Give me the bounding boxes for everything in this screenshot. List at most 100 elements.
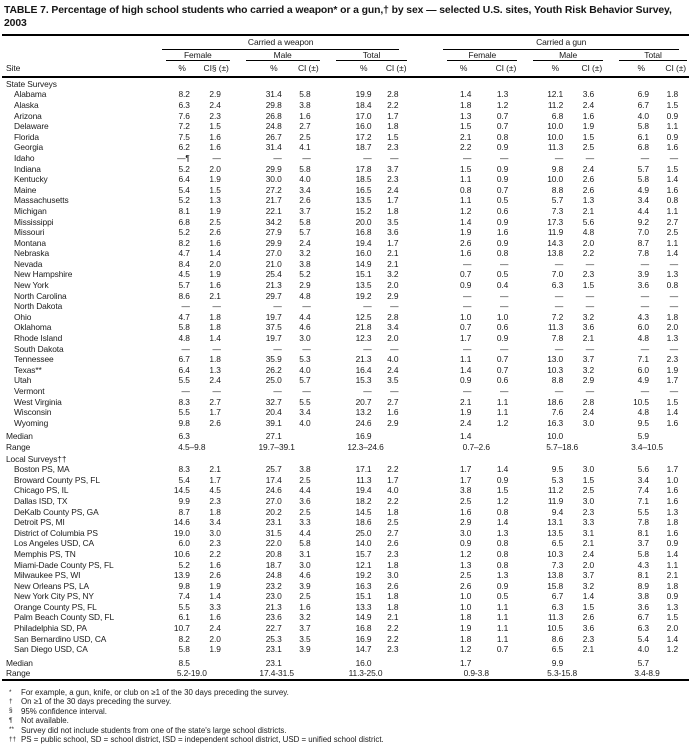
site-name: District of Columbia PS (14, 527, 98, 538)
ci-value: 0.9 (496, 474, 509, 485)
pct-value: 8.1 (637, 527, 649, 538)
table-row: Georgia 6.2 1.6 31.4 4.1 18.7 2.3 2.2 0.9 11.3 2.5… (2, 142, 689, 153)
ci-value: 1.6 (582, 110, 595, 121)
ci-value: 1.5 (209, 121, 221, 132)
table-row: New Orleans PS, LA 9.8 1.9 23.2 3.9 16.3 2.6 2.… (2, 581, 689, 592)
summary-row: Range 5.2-19.0 17.4-31.5 11.3-25.0 0.9-3.8 5.… (2, 668, 689, 680)
table-row: Chicago PS, IL 14.5 4.5 24.6 4.4 19.4 4.0 3.8 1.… (2, 485, 689, 496)
site-name: Philadelphia SD, PA (14, 623, 87, 634)
ci-value: 1.8 (666, 311, 678, 322)
group-gap (409, 485, 433, 496)
ci-value: 3.5 (387, 375, 399, 386)
ci-value: 0.8 (496, 548, 509, 559)
ci-value: 5.3 (299, 354, 311, 365)
group-gap (409, 280, 433, 291)
ci-value: 1.6 (209, 280, 221, 291)
ci-value: 2.3 (387, 548, 399, 559)
ci-value: 2.5 (582, 485, 595, 496)
table-row: South Dakota — — — — — — — — — — — — (2, 344, 689, 355)
ci-value: 0.8 (496, 248, 509, 259)
pct-value: 10.0 (547, 131, 564, 142)
pct-value: 8.8 (551, 375, 564, 386)
median-spacer (284, 655, 322, 669)
pct-value: 3.7 (637, 538, 649, 549)
pct-value: 15.1 (355, 269, 372, 280)
median-value: 16.0 (355, 657, 372, 668)
ci-value: — (302, 386, 311, 396)
table-row: West Virginia 8.3 2.7 32.7 5.5 20.7 2.7 2.1 1.1 1… (2, 397, 689, 408)
pct-value: 5.8 (637, 121, 649, 132)
ci-value: 1.9 (209, 174, 221, 185)
ci-value: 2.5 (666, 227, 678, 238)
group-gap (409, 397, 433, 408)
pct-value: 10.5 (547, 623, 564, 634)
pct-value: 6.0 (178, 538, 190, 549)
ci-value: 3.5 (299, 633, 311, 644)
pct-value: 9.5 (551, 464, 564, 475)
pct-value: 7.8 (637, 248, 649, 259)
table-row: Florida 7.5 1.6 26.7 2.5 17.2 1.5 2.1 0.8 10.0 1.5… (2, 132, 689, 143)
group-gap (409, 217, 433, 228)
pct-value: 4.8 (178, 333, 190, 344)
table-row: Wisconsin 5.5 1.7 20.4 3.4 13.2 1.6 1.9 1.1 7.6 2.… (2, 407, 689, 418)
pct-value: 1.6 (459, 248, 472, 259)
ci-value: 2.6 (582, 612, 595, 623)
pct-value: 4.4 (637, 205, 649, 216)
pct-value: 9.9 (178, 495, 190, 506)
pct-value: 15.3 (355, 375, 372, 386)
pct-value: 4.7 (178, 311, 190, 322)
pct-value: 31.5 (265, 527, 282, 538)
pct-value: 1.7 (459, 333, 472, 344)
group-gap (409, 634, 433, 645)
pct-value: 1.7 (459, 464, 472, 475)
site-name: Utah (14, 375, 32, 386)
pct-value: 7.2 (178, 121, 190, 132)
pct-value: 23.6 (265, 612, 282, 623)
site-name: Orange County PS, FL (14, 601, 97, 612)
pct-value: 25.4 (265, 269, 282, 280)
ci-value: 1.2 (496, 417, 509, 428)
pct-value: 2.5 (459, 495, 472, 506)
ci-value: 3.3 (582, 517, 595, 528)
group-gap (409, 418, 433, 429)
ci-value: 1.6 (209, 237, 221, 248)
ci-value: — (390, 152, 399, 163)
table-row: Alaska 6.3 2.4 29.8 3.8 18.4 2.2 1.8 1.2 11.2 2.4 6… (2, 100, 689, 111)
ci-value: — (669, 343, 678, 354)
group-gap (409, 668, 433, 680)
pct-value: 37.5 (265, 322, 282, 333)
footnote-marker: * (9, 688, 12, 696)
pct-value: 8.2 (178, 237, 190, 248)
pct-value: 7.4 (637, 485, 649, 496)
pct-value: 0.7 (459, 322, 472, 333)
pct-value: 7.5 (178, 131, 190, 142)
site-name: New York City PS, NY (14, 591, 94, 602)
pct-value: 5.8 (178, 322, 190, 333)
ci-value: 1.1 (666, 205, 678, 216)
ci-value: 2.7 (299, 121, 311, 132)
ci-value: 2.6 (209, 570, 221, 581)
site-name: South Dakota (14, 343, 64, 354)
pct-value: 10.0 (547, 174, 564, 185)
ci-value: 1.7 (666, 375, 678, 386)
pct-value: 3.4 (637, 195, 649, 206)
ci-value: 0.8 (496, 131, 509, 142)
ci-value: 0.5 (496, 269, 509, 280)
ci-value: 2.1 (666, 570, 678, 581)
site-name: San Bernardino USD, CA (14, 633, 107, 644)
group-gap (409, 386, 433, 397)
pct-value: 19.2 (355, 290, 372, 301)
pct-value: 5.5 (178, 375, 190, 386)
range-value: 11.3-25.0 (348, 668, 383, 679)
group-gap (409, 259, 433, 270)
ci-value: 1.4 (666, 248, 678, 259)
ci-value: 1.8 (387, 506, 399, 517)
ci-value: 2.3 (387, 142, 399, 153)
measure-header-row: % CI§ (±) % CI (±) % CI (±) % CI (±) % C… (2, 62, 689, 78)
ci-value: 1.2 (496, 99, 509, 110)
pct-value: 5.5 (637, 506, 649, 517)
group-gap (409, 333, 433, 344)
ci-value: 1.2 (666, 644, 678, 655)
table-row: Broward County PS, FL 5.4 1.7 17.4 2.5 11.3 1.… (2, 475, 689, 486)
